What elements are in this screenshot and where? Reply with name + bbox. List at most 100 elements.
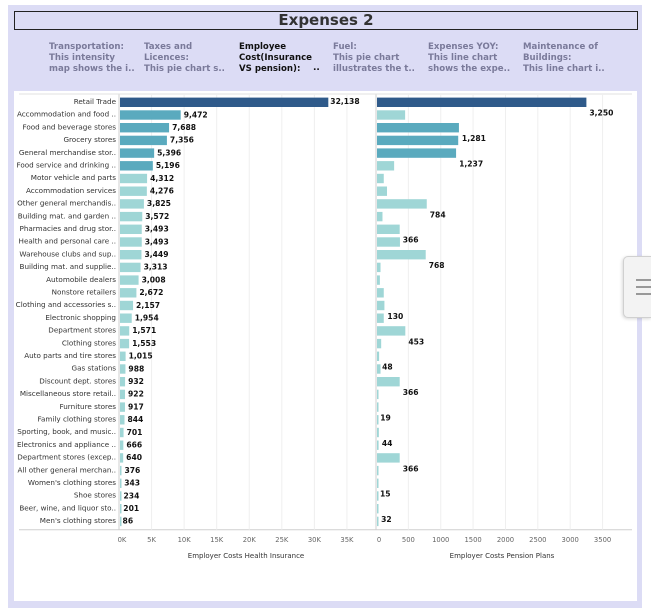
bar <box>377 491 379 501</box>
category-label: Men's clothing stores <box>40 516 116 525</box>
bar-value-label: 1,015 <box>129 352 153 361</box>
x-tick-label: 30K <box>308 536 322 544</box>
bar <box>377 427 379 438</box>
bar-value-label: 48 <box>382 363 393 372</box>
category-label: Pharmacies and drug stor.. <box>20 224 116 233</box>
bar <box>120 465 122 476</box>
bar <box>120 491 122 501</box>
side-panel-handle[interactable] <box>623 256 651 318</box>
x-tick-label: 1000 <box>432 536 449 544</box>
bar <box>120 313 132 323</box>
bar-value-label: 1,571 <box>132 326 156 335</box>
x-tick-label: 3500 <box>594 536 611 544</box>
bar <box>377 300 385 311</box>
dashboard-title: Expenses 2 <box>14 11 638 30</box>
bar <box>120 453 124 463</box>
x-tick-label: 0K <box>118 536 127 544</box>
category-label: Gas stations <box>72 364 117 373</box>
bar <box>120 300 134 311</box>
axes: 0K 5K 10K 15K 20K 25K 30K 35K 0 500 1000 1500 2000 25… <box>118 536 612 560</box>
story-point-line: VS pension): <box>239 64 301 74</box>
story-point-line: Taxes and <box>144 42 193 52</box>
bar-value-label: 1,281 <box>462 134 486 143</box>
bar-value-label: 7,688 <box>172 123 196 132</box>
bar <box>377 135 459 146</box>
bar <box>120 402 125 412</box>
bar <box>377 402 379 412</box>
x-tick-label: 1500 <box>464 536 481 544</box>
bar <box>120 326 130 336</box>
health-insurance-bars[interactable] <box>120 97 329 527</box>
category-label: Beer, wine, and liquor sto.. <box>19 503 116 512</box>
menu-icon <box>636 293 651 295</box>
bar <box>377 237 400 247</box>
x-axis-title: Employer Costs Pension Plans <box>450 552 555 560</box>
category-label: Family clothing stores <box>38 415 117 424</box>
story-point-taxes[interactable]: Taxes and Licences: This pie chart s.. <box>144 42 232 75</box>
menu-icon <box>636 286 651 288</box>
story-point-line: Employee <box>239 42 287 52</box>
category-label: Motor vehicle and parts <box>31 173 116 182</box>
bar-value-label: 453 <box>408 337 424 346</box>
x-tick-label: 2000 <box>497 536 514 544</box>
bar <box>377 326 406 336</box>
bar-value-label: 1,954 <box>135 314 159 323</box>
story-point-line: Licences: <box>144 53 189 63</box>
bar-value-label: 9,472 <box>184 110 208 119</box>
bar-value-label: 4,312 <box>150 174 174 183</box>
bar <box>377 211 383 222</box>
story-point-maintenance[interactable]: Maintenance of Buildings: This line char… <box>523 42 611 75</box>
category-label: Department stores <box>48 326 116 335</box>
category-label: Furniture stores <box>60 402 117 411</box>
bar <box>120 211 143 222</box>
bar <box>120 224 142 234</box>
bar-value-label: 3,250 <box>589 109 613 118</box>
bar-value-label: 768 <box>429 261 445 270</box>
category-label: Discount dept. stores <box>39 376 116 385</box>
bar <box>120 135 167 146</box>
bar-value-label: 988 <box>128 364 144 373</box>
bar-value-label: 130 <box>387 312 403 321</box>
category-label: Sporting, book, and music.. <box>17 427 116 436</box>
bar <box>120 351 126 361</box>
category-label: Health and personal care .. <box>19 237 116 246</box>
bar <box>377 415 379 425</box>
bar-value-label: 44 <box>382 439 393 448</box>
category-label: Department stores (excep.. <box>17 453 116 462</box>
bar-value-label: 3,572 <box>145 212 169 221</box>
bar-value-label: 1,553 <box>132 339 156 348</box>
bar-value-label: 3,313 <box>144 263 168 272</box>
bar <box>377 161 395 171</box>
story-point-fuel[interactable]: Fuel: This pie chart illustrates the t.. <box>333 42 421 75</box>
bar <box>377 110 406 120</box>
bar <box>120 250 142 260</box>
bar <box>377 504 379 514</box>
bar <box>120 427 124 438</box>
pension-plan-bars[interactable] <box>377 97 587 527</box>
story-point-employee-cost[interactable]: Employee Cost(Insurance VS pension): <box>239 42 327 75</box>
category-label: Grocery stores <box>63 135 116 144</box>
story-point-transportation[interactable]: Transportation: This intensity map shows… <box>49 42 137 75</box>
bar-value-label: 784 <box>430 210 446 219</box>
bar-value-label: 19 <box>380 414 391 423</box>
bar-value-label: 844 <box>127 415 143 424</box>
bar-value-label: 201 <box>123 504 139 513</box>
story-point-expenses-yoy[interactable]: Expenses YOY: This line chart shows the … <box>428 42 516 75</box>
category-label: All other general merchan.. <box>18 465 117 474</box>
category-labels: Retail Trade Accommodation and food .. Foo… <box>16 97 117 525</box>
bar <box>377 173 384 184</box>
story-point-line: Buildings: <box>523 53 572 63</box>
bar <box>377 364 381 374</box>
bar <box>377 250 426 260</box>
bar <box>120 338 130 349</box>
bar <box>120 123 170 133</box>
bar-value-label: 640 <box>126 453 142 462</box>
story-point-line: Maintenance of <box>523 42 598 52</box>
bar-value-label: 366 <box>403 464 419 473</box>
bar <box>377 377 400 387</box>
bar-value-label: 3,449 <box>144 250 168 259</box>
story-point-line: Fuel: <box>333 42 357 52</box>
bar-value-label: 666 <box>126 441 142 450</box>
bar <box>120 415 125 425</box>
category-label: Other general merchandis.. <box>17 199 116 208</box>
